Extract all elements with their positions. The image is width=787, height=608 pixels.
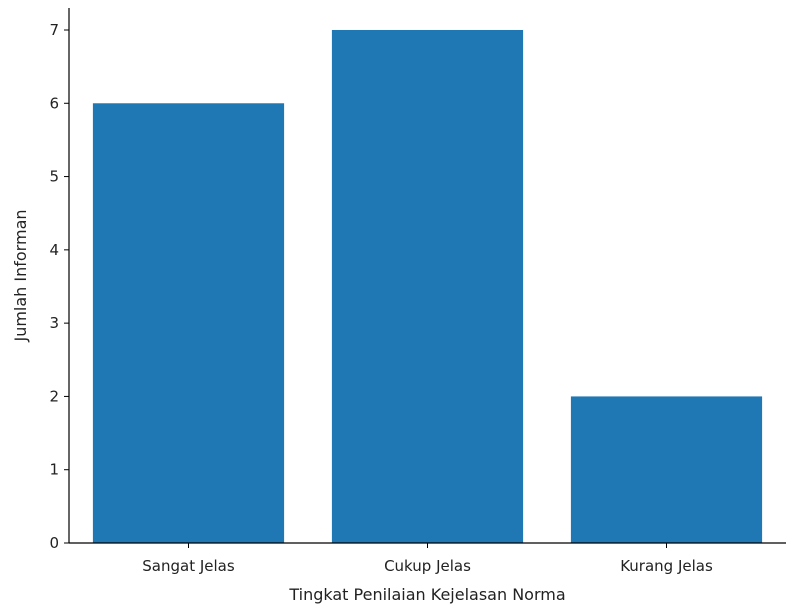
y-axis-label: Jumlah Informan bbox=[11, 209, 30, 342]
y-tick-label: 2 bbox=[49, 387, 59, 405]
x-axis-label: Tingkat Penilaian Kejelasan Norma bbox=[288, 585, 565, 604]
y-tick-label: 1 bbox=[49, 461, 59, 479]
bar-cukup-jelas bbox=[331, 29, 524, 543]
y-tick-label: 5 bbox=[49, 168, 59, 186]
y-tick-label: 0 bbox=[49, 534, 59, 552]
bars-group bbox=[92, 29, 763, 543]
x-tick-label: Kurang Jelas bbox=[620, 557, 713, 575]
bar-sangat-jelas bbox=[92, 103, 285, 543]
x-axis-ticks: Sangat Jelas Cukup Jelas Kurang Jelas bbox=[142, 543, 713, 575]
bar-kurang-jelas bbox=[570, 396, 763, 543]
y-tick-label: 7 bbox=[49, 21, 59, 39]
y-tick-label: 4 bbox=[49, 241, 59, 259]
y-tick-label: 6 bbox=[49, 94, 59, 112]
x-tick-label: Cukup Jelas bbox=[384, 557, 471, 575]
y-tick-label: 3 bbox=[49, 314, 59, 332]
x-tick-label: Sangat Jelas bbox=[142, 557, 235, 575]
y-axis-ticks: 0 1 2 3 4 5 6 7 bbox=[49, 21, 69, 552]
